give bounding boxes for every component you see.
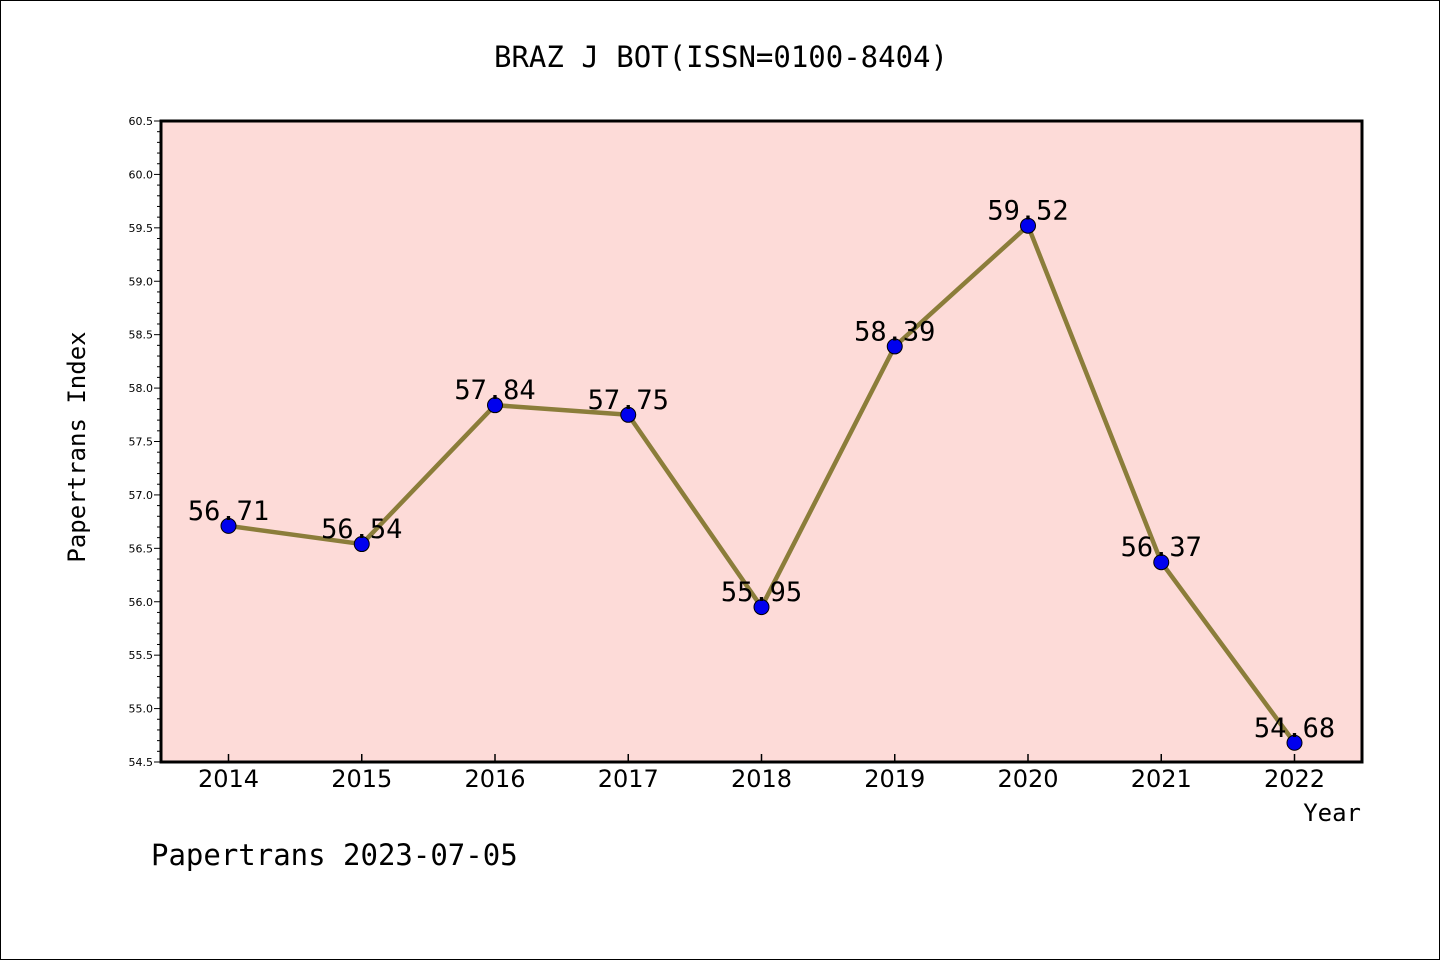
data-point bbox=[220, 517, 237, 534]
x-axis-label: Year bbox=[1303, 799, 1361, 827]
footer-text: Papertrans 2023-07-05 bbox=[151, 838, 518, 872]
x-tick-label: 2016 bbox=[464, 765, 525, 793]
y-tick-label: 57.5 bbox=[129, 436, 154, 449]
data-point bbox=[353, 536, 370, 553]
y-axis: 54.5 55.0 55.5 56.0 56.5 57.0 57.5 58.0 58.5 59.0… bbox=[129, 115, 161, 769]
y-tick-label: 56.0 bbox=[129, 596, 154, 609]
y-tick-label: 55.5 bbox=[129, 649, 154, 662]
data-point bbox=[753, 599, 770, 616]
y-tick-label: 60.0 bbox=[129, 168, 154, 181]
data-label: 56.37 bbox=[1121, 532, 1202, 563]
data-point bbox=[620, 406, 637, 423]
data-label: 56.54 bbox=[321, 514, 402, 545]
y-tick-label: 57.0 bbox=[129, 489, 154, 502]
y-tick-label: 59.0 bbox=[129, 275, 154, 288]
data-point bbox=[886, 338, 903, 355]
data-label: 57.84 bbox=[454, 375, 535, 406]
x-tick-label: 2021 bbox=[1131, 765, 1192, 793]
data-label: 54.68 bbox=[1254, 713, 1335, 744]
x-tick-label: 2022 bbox=[1264, 765, 1325, 793]
x-axis: 2014 2015 2016 2017 2018 2019 2020 2021 2022 bbox=[198, 754, 1325, 793]
data-label: 55.95 bbox=[721, 577, 802, 608]
data-point bbox=[1286, 734, 1303, 751]
data-label: 58.39 bbox=[854, 316, 935, 347]
data-label: 57.75 bbox=[588, 385, 669, 416]
x-tick-label: 2018 bbox=[731, 765, 792, 793]
y-tick-label: 58.0 bbox=[129, 382, 154, 395]
data-points bbox=[220, 217, 1303, 751]
data-point bbox=[487, 397, 503, 414]
x-tick-label: 2015 bbox=[331, 765, 392, 793]
data-point bbox=[1153, 554, 1170, 571]
y-tick-label: 54.5 bbox=[129, 756, 154, 769]
y-axis-label: Papertrans Index bbox=[63, 331, 91, 562]
data-label: 59.52 bbox=[987, 196, 1068, 227]
y-tick-label: 56.5 bbox=[129, 542, 154, 555]
plot-area bbox=[159, 119, 1364, 764]
x-tick-label: 2020 bbox=[997, 765, 1058, 793]
y-tick-label: 55.0 bbox=[129, 703, 154, 716]
data-labels: 56.71 56.54 57.84 57.75 55.95 58.39 59.52 56.37… bbox=[188, 196, 1335, 744]
chart-title: BRAZ J BOT(ISSN=0100-8404) bbox=[494, 40, 948, 74]
y-tick-label: 60.5 bbox=[129, 115, 154, 128]
y-tick-label: 58.5 bbox=[129, 329, 154, 342]
x-tick-label: 2017 bbox=[598, 765, 659, 793]
data-label: 56.71 bbox=[188, 496, 269, 527]
data-point bbox=[1020, 217, 1036, 234]
y-tick-label: 59.5 bbox=[129, 222, 154, 235]
x-tick-label: 2014 bbox=[198, 765, 259, 793]
x-tick-label: 2019 bbox=[864, 765, 925, 793]
